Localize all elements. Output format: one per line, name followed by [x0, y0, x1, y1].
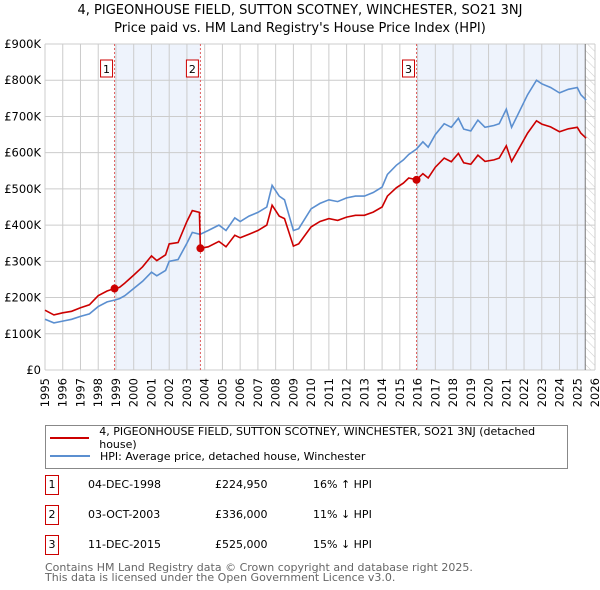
x-tick-label: 2022: [517, 378, 531, 407]
y-tick-label: £900K: [4, 37, 41, 51]
sale-number-label: 1: [103, 63, 110, 76]
x-tick-label: 2007: [251, 378, 265, 407]
sale-date: 04-DEC-1998: [88, 478, 162, 491]
x-tick-label: 2005: [215, 378, 229, 407]
x-tick-label: 2012: [340, 378, 354, 407]
shaded-region: [416, 44, 586, 370]
sale-point: [412, 175, 421, 184]
marker-box: 3: [45, 535, 59, 555]
y-tick-label: £400K: [4, 218, 41, 232]
x-tick-label: 2006: [233, 378, 247, 407]
x-tick-label: 2018: [446, 378, 460, 407]
sale-price: £336,000: [215, 508, 268, 521]
x-tick-label: 2003: [180, 378, 194, 407]
y-tick-label: £200K: [4, 291, 41, 305]
shaded-region: [114, 44, 201, 370]
sale-number-box: [402, 59, 416, 78]
table-row: 2 03-OCT-2003 £336,000 11% ↓ HPI: [45, 505, 445, 525]
legend-item-property: 4, PIGEONHOUSE FIELD, SUTTON SCOTNEY, WI…: [46, 425, 567, 451]
table-row: 1 04-DEC-1998 £224,950 16% ↑ HPI: [45, 475, 445, 495]
x-tick-label: 2020: [482, 378, 496, 407]
hpi-diff: 15% ↓ HPI: [313, 538, 372, 551]
x-tick-label: 2001: [144, 378, 158, 407]
x-tick-label: 2004: [198, 378, 212, 407]
x-tick-label: 2011: [322, 378, 336, 407]
sale-number-label: 3: [405, 63, 412, 76]
hpi-line: [44, 79, 587, 324]
sale-number-box: [185, 59, 199, 78]
sale-point: [196, 244, 205, 253]
x-tick-label: 1996: [56, 378, 70, 407]
y-tick-label: £500K: [4, 182, 41, 196]
sale-date: 11-DEC-2015: [88, 538, 162, 551]
hpi-diff: 11% ↓ HPI: [313, 508, 372, 521]
marker-box: 2: [45, 505, 59, 525]
x-tick-label: 2008: [269, 378, 283, 407]
x-tick-label: 2025: [570, 378, 584, 407]
y-tick-label: £700K: [4, 109, 41, 123]
sale-point: [110, 284, 119, 293]
y-tick-label: £0: [26, 363, 41, 377]
x-tick-label: 2023: [535, 378, 549, 407]
legend: 4, PIGEONHOUSE FIELD, SUTTON SCOTNEY, WI…: [45, 425, 568, 469]
x-tick-label: 2002: [162, 378, 176, 407]
x-tick-label: 2013: [357, 378, 371, 407]
price-chart: 1995 1996 1997 1998 1999 2000 2001 2002 2003 2004…: [4, 37, 600, 407]
legend-label-property: 4, PIGEONHOUSE FIELD, SUTTON SCOTNEY, WI…: [99, 425, 536, 451]
x-tick-label: 2015: [393, 378, 407, 407]
legend-label-hpi: HPI: Average price, detached house, Winc…: [100, 449, 366, 463]
footer-copyright: Contains HM Land Registry data © Crown c…: [45, 561, 473, 574]
x-tick-label: 2021: [499, 378, 513, 407]
chart-subtitle: Price paid vs. HM Land Registry's House …: [114, 21, 486, 36]
y-tick-label: £100K: [4, 327, 41, 341]
x-tick-label: 2009: [286, 378, 300, 407]
y-tick-label: £800K: [4, 73, 41, 87]
x-tick-label: 2024: [553, 378, 567, 407]
x-tick-label: 2017: [428, 378, 442, 407]
sale-number-box: [100, 59, 114, 78]
chart-title: 4, PIGEONHOUSE FIELD, SUTTON SCOTNEY, WI…: [77, 3, 523, 18]
x-tick-label: 1998: [91, 378, 105, 407]
sale-number-label: 2: [189, 63, 196, 76]
y-tick-label: £300K: [4, 254, 41, 268]
marker-box: 1: [45, 475, 59, 495]
sale-price: £224,950: [215, 478, 268, 491]
hpi-diff: 16% ↑ HPI: [313, 478, 372, 491]
legend-line-red: [50, 437, 90, 439]
x-tick-label: 2010: [304, 378, 318, 407]
x-tick-label: 2014: [375, 378, 389, 407]
footer-licence: This data is licensed under the Open Gov…: [45, 571, 396, 584]
sale-date: 03-OCT-2003: [88, 508, 161, 521]
legend-line-blue: [50, 455, 90, 457]
x-tick-label: 2019: [464, 378, 478, 407]
sale-price: £525,000: [215, 538, 268, 551]
x-tick-label: 2000: [127, 378, 141, 407]
x-tick-label: 2016: [411, 378, 425, 407]
property-price-line: [44, 119, 587, 316]
legend-item-hpi: HPI: Average price, detached house, Winc…: [46, 447, 365, 465]
x-tick-label: 1997: [73, 378, 87, 407]
table-row: 3 11-DEC-2015 £525,000 15% ↓ HPI: [45, 535, 445, 555]
hatched-region: [585, 44, 595, 370]
y-tick-label: £600K: [4, 146, 41, 160]
x-tick-label: 1999: [109, 378, 123, 407]
x-tick-label: 1995: [38, 378, 52, 407]
x-tick-label: 2026: [588, 378, 600, 407]
